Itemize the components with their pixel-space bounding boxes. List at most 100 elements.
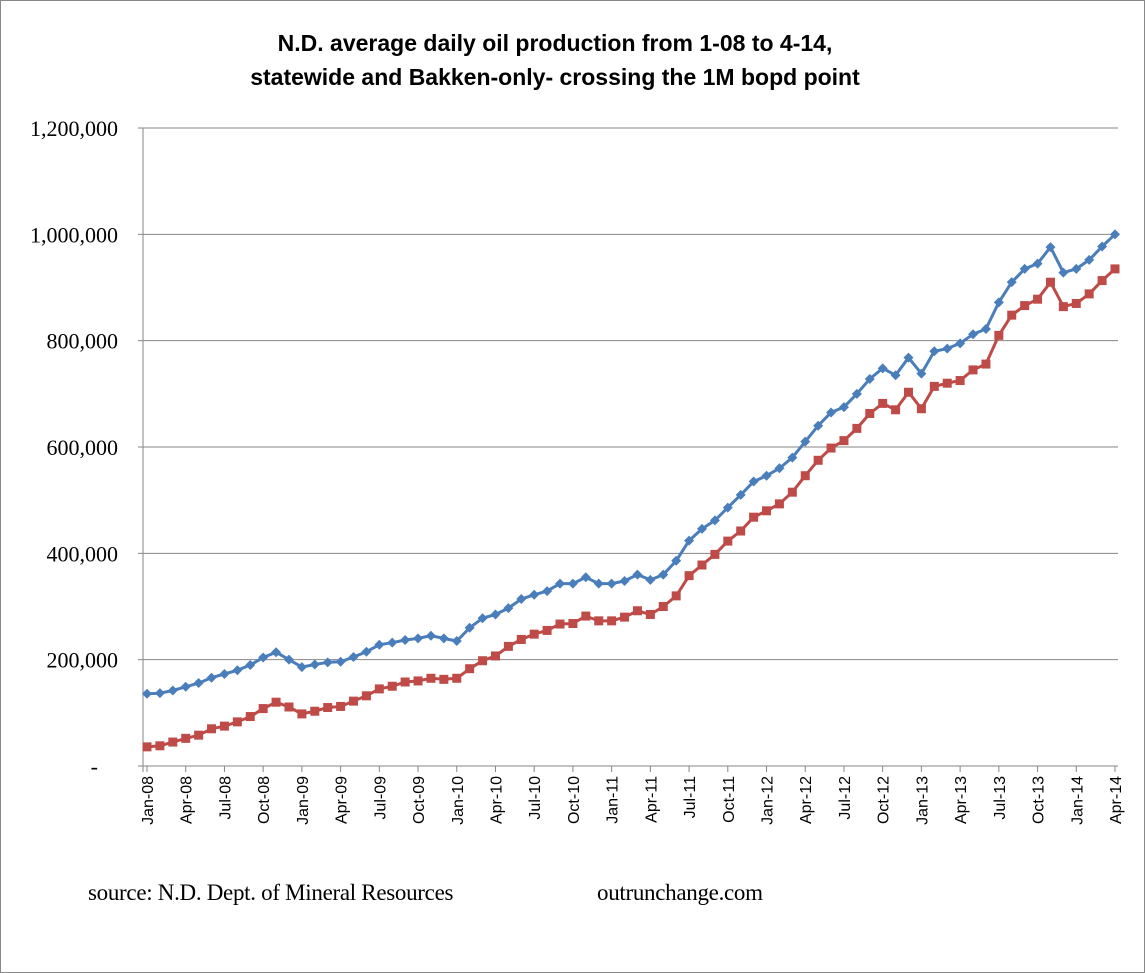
data-point-square xyxy=(813,455,823,465)
data-point-diamond xyxy=(258,652,269,663)
x-tick-label: Jan-09 xyxy=(295,776,312,825)
data-point-square xyxy=(1084,289,1094,299)
x-tick-label: Jan-14 xyxy=(1069,776,1086,825)
data-point-square xyxy=(736,526,746,536)
data-point-square xyxy=(323,703,333,713)
series-statewide xyxy=(142,229,1120,699)
data-point-diamond xyxy=(142,688,152,699)
data-point-diamond xyxy=(1071,263,1082,274)
data-point-square xyxy=(1020,301,1030,311)
data-point-square xyxy=(568,619,578,629)
data-point-diamond xyxy=(761,470,772,481)
y-tick-label: 1,000,000 xyxy=(30,222,118,247)
data-point-diamond xyxy=(206,672,217,683)
y-tick-label: 1,200,000 xyxy=(30,116,118,141)
data-point-square xyxy=(1045,277,1055,287)
x-tick-label: Jan-08 xyxy=(140,776,157,825)
data-point-square xyxy=(878,398,888,408)
data-point-square xyxy=(1097,276,1107,286)
data-point-diamond xyxy=(154,688,165,699)
data-point-square xyxy=(800,471,810,481)
site-credit: outrunchange.com xyxy=(597,880,763,905)
data-point-square xyxy=(671,591,681,601)
data-point-square xyxy=(1058,302,1068,312)
data-point-square xyxy=(387,681,397,691)
data-point-square xyxy=(710,549,720,559)
y-tick-label: 600,000 xyxy=(47,435,119,460)
y-tick-label: 800,000 xyxy=(47,329,119,354)
data-point-diamond xyxy=(606,578,617,589)
data-point-square xyxy=(723,536,733,546)
x-tick-label: Apr-11 xyxy=(643,776,660,823)
data-point-square xyxy=(258,704,268,714)
gridlines xyxy=(143,127,1118,661)
data-point-diamond xyxy=(800,436,811,447)
series-bakken-only xyxy=(142,264,1120,752)
data-point-diamond xyxy=(1110,229,1120,240)
data-point-square xyxy=(400,677,410,687)
data-point-square xyxy=(284,702,294,712)
data-point-square xyxy=(194,730,204,740)
data-point-diamond xyxy=(709,515,720,526)
y-tick-labels: - 200,000 400,000 600,000 800,000 1,000,000 1,… xyxy=(30,116,118,779)
source-note: source: N.D. Dept. of Mineral Resources xyxy=(88,880,454,905)
data-point-diamond xyxy=(1097,241,1108,252)
data-point-diamond xyxy=(696,523,707,534)
data-point-square xyxy=(891,405,901,415)
data-point-square xyxy=(852,423,862,433)
data-point-square xyxy=(942,378,952,388)
data-point-diamond xyxy=(658,569,669,580)
data-point-diamond xyxy=(464,622,475,633)
data-point-square xyxy=(542,625,552,635)
data-point-diamond xyxy=(542,586,553,597)
data-point-square xyxy=(697,560,707,570)
y-tick-label: - xyxy=(91,754,98,779)
series-group xyxy=(142,229,1120,752)
data-point-square xyxy=(361,691,371,701)
data-point-diamond xyxy=(735,489,746,500)
data-point-square xyxy=(555,619,565,629)
x-tick-label: Oct-12 xyxy=(876,776,893,824)
data-point-diamond xyxy=(877,363,888,374)
x-tick-label: Jan-13 xyxy=(914,776,931,825)
data-point-diamond xyxy=(283,654,294,665)
data-point-square xyxy=(839,436,849,446)
data-point-square xyxy=(207,724,217,734)
data-point-diamond xyxy=(684,535,695,546)
x-tick-label: Jul-13 xyxy=(992,776,1009,820)
data-point-square xyxy=(929,381,939,391)
data-point-square xyxy=(465,664,475,674)
x-tick-label: Jan-10 xyxy=(450,776,467,825)
data-point-square xyxy=(478,656,488,666)
data-point-diamond xyxy=(774,463,785,474)
data-point-square xyxy=(903,387,913,397)
chart-title-line-1: N.D. average daily oil production from 1… xyxy=(277,30,833,56)
data-point-diamond xyxy=(1084,254,1095,265)
data-point-diamond xyxy=(1006,277,1017,288)
data-point-diamond xyxy=(787,452,798,463)
data-point-square xyxy=(232,717,242,727)
data-point-square xyxy=(490,651,500,661)
data-point-diamond xyxy=(671,555,682,566)
series-line xyxy=(146,267,1117,749)
data-point-diamond xyxy=(503,603,514,614)
data-point-diamond xyxy=(413,633,424,644)
data-point-diamond xyxy=(890,370,901,381)
data-point-diamond xyxy=(529,589,540,600)
data-point-diamond xyxy=(219,669,230,680)
data-point-diamond xyxy=(1058,267,1069,278)
data-point-square xyxy=(439,674,449,684)
x-tick-label: Jul-08 xyxy=(217,776,234,820)
data-point-diamond xyxy=(632,569,643,580)
chart-title: N.D. average daily oil production from 1… xyxy=(0,26,1110,94)
data-point-diamond xyxy=(748,476,759,487)
x-tick-label: Jul-09 xyxy=(372,776,389,820)
data-point-diamond xyxy=(322,657,333,668)
x-tick-label: Apr-13 xyxy=(953,776,970,824)
data-point-square xyxy=(787,487,797,497)
data-point-square xyxy=(632,606,642,616)
data-point-square xyxy=(374,684,384,694)
data-point-diamond xyxy=(580,572,591,583)
data-point-diamond xyxy=(555,578,566,589)
